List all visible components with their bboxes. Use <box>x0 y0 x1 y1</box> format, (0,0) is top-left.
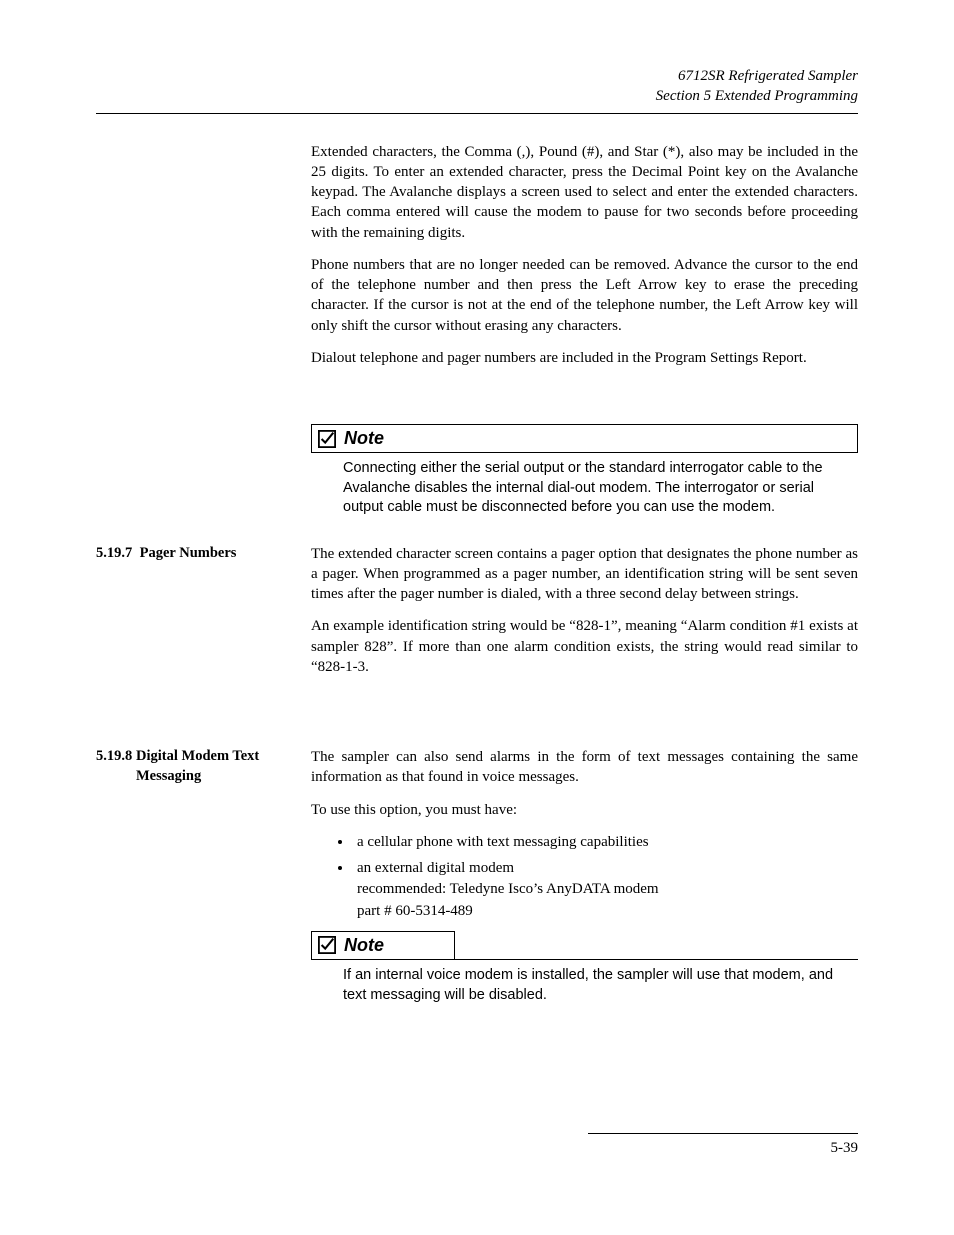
section-title-line2: Messaging <box>136 768 201 784</box>
header-line-1: 6712SR Refrigerated Sampler <box>96 66 858 86</box>
main-col-modem: The sampler can also send alarms in the … <box>311 747 858 1013</box>
page-number: 5-39 <box>96 1140 858 1157</box>
note-title: Note <box>344 935 384 956</box>
note-box: Note Connecting either the serial output… <box>311 424 858 526</box>
note-header: Note <box>311 931 455 960</box>
note-body: If an internal voice modem is installed,… <box>311 960 858 1013</box>
document-page: 6712SR Refrigerated Sampler Section 5 Ex… <box>0 0 954 1217</box>
list-item-text: recommended: Teledyne Isco’s AnyDATA mod… <box>357 881 659 897</box>
list-item: a cellular phone with text messaging cap… <box>353 832 858 854</box>
section-title-line1: Digital Modem Text <box>136 748 259 764</box>
checkbox-checked-icon <box>318 430 336 448</box>
note-title: Note <box>344 428 384 449</box>
list-item-text: an external digital modem <box>357 860 514 876</box>
requirements-list: a cellular phone with text messaging cap… <box>311 832 858 923</box>
list-item-text: part # 60-5314-489 <box>357 903 473 919</box>
section-block-modem: 5.19.8Digital Modem Text Messaging The s… <box>96 747 858 1013</box>
note-box: Note If an internal voice modem is insta… <box>311 931 858 1013</box>
section-number: 5.19.7 <box>96 544 136 564</box>
list-item-text: a cellular phone with text messaging cap… <box>357 834 649 850</box>
note-body: Connecting either the serial output or t… <box>311 453 858 526</box>
section-block-intro: Extended characters, the Comma (,), Poun… <box>96 142 858 526</box>
note-header: Note <box>312 425 857 452</box>
paragraph: To use this option, you must have: <box>311 800 858 820</box>
running-header: 6712SR Refrigerated Sampler Section 5 Ex… <box>96 66 858 107</box>
section-number: 5.19.8 <box>96 747 136 767</box>
paragraph: An example identification string would b… <box>311 616 858 677</box>
header-rule <box>96 113 858 114</box>
paragraph: Extended characters, the Comma (,), Poun… <box>311 142 858 243</box>
paragraph: The sampler can also send alarms in the … <box>311 747 858 788</box>
paragraph: Phone numbers that are no longer needed … <box>311 255 858 336</box>
side-heading-pager: 5.19.7 Pager Numbers <box>96 544 311 564</box>
section-title: Pager Numbers <box>140 545 237 561</box>
footer-rule <box>588 1133 858 1134</box>
main-col-intro: Extended characters, the Comma (,), Poun… <box>311 142 858 526</box>
side-heading-modem: 5.19.8Digital Modem Text Messaging <box>96 747 311 786</box>
list-item: an external digital modem recommended: T… <box>353 858 858 923</box>
paragraph: Dialout telephone and pager numbers are … <box>311 348 858 368</box>
checkbox-checked-icon <box>318 936 336 954</box>
main-col-pager: The extended character screen contains a… <box>311 544 858 690</box>
paragraph: The extended character screen contains a… <box>311 544 858 605</box>
section-block-pager: 5.19.7 Pager Numbers The extended charac… <box>96 544 858 690</box>
header-line-2: Section 5 Extended Programming <box>96 86 858 106</box>
